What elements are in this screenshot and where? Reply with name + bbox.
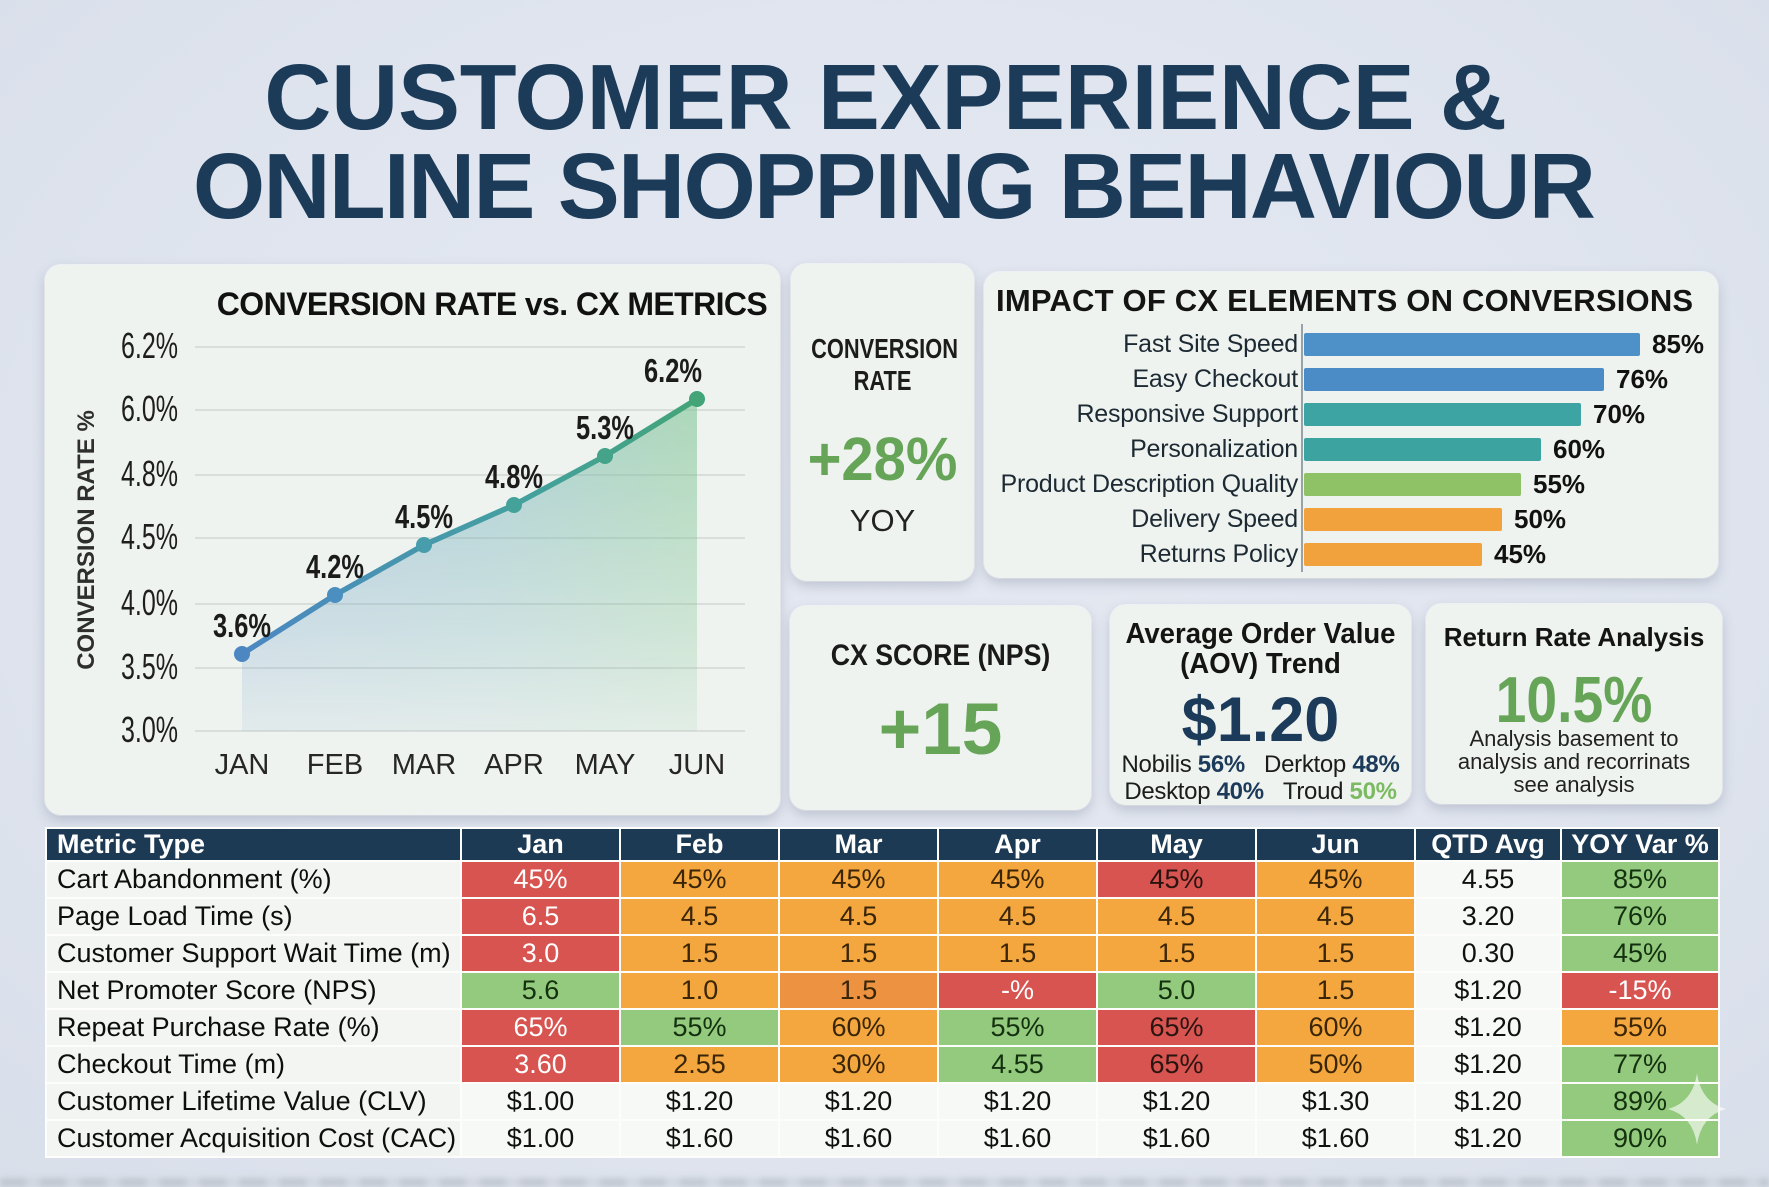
svg-text:4.5%: 4.5% bbox=[395, 498, 453, 535]
svg-text:MAY: MAY bbox=[575, 749, 636, 781]
svg-text:3.6%: 3.6% bbox=[213, 607, 271, 644]
svg-text:4.8%: 4.8% bbox=[121, 453, 178, 494]
svg-text:4.0%: 4.0% bbox=[121, 582, 178, 623]
svg-text:3.0%: 3.0% bbox=[121, 709, 178, 750]
svg-text:FEB: FEB bbox=[307, 749, 363, 781]
svg-text:CONVERSION RATE vs. CX METRICS: CONVERSION RATE vs. CX METRICS bbox=[217, 286, 768, 322]
svg-text:APR: APR bbox=[484, 749, 544, 781]
svg-text:4.5%: 4.5% bbox=[121, 516, 178, 557]
svg-text:6.0%: 6.0% bbox=[121, 388, 178, 429]
svg-text:CONVERSION RATE %: CONVERSION RATE % bbox=[73, 410, 100, 670]
svg-text:5.3%: 5.3% bbox=[576, 409, 634, 446]
svg-text:JAN: JAN bbox=[215, 749, 270, 781]
svg-text:3.5%: 3.5% bbox=[121, 646, 178, 687]
svg-text:MAR: MAR bbox=[392, 749, 456, 781]
svg-text:6.2%: 6.2% bbox=[121, 325, 178, 366]
svg-text:JUN: JUN bbox=[669, 749, 725, 781]
svg-text:4.8%: 4.8% bbox=[485, 458, 543, 495]
svg-text:4.2%: 4.2% bbox=[306, 548, 364, 585]
svg-text:6.2%: 6.2% bbox=[644, 352, 702, 389]
